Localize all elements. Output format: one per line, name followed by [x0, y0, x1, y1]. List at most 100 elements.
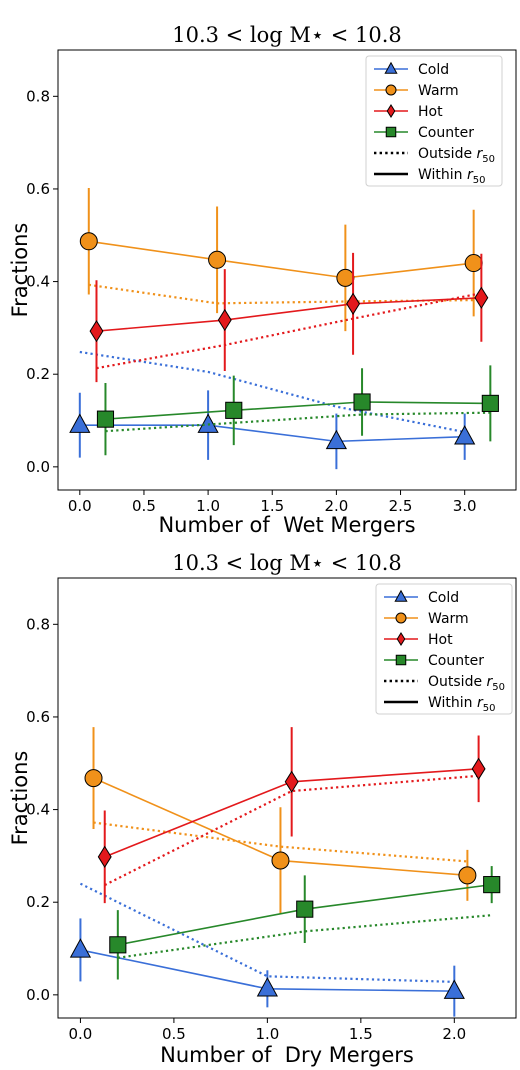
data-point-counter [96, 410, 115, 428]
series-line-outside-hot [96, 292, 482, 370]
data-point-counter [296, 900, 314, 918]
x-tick-label: 1.5 [260, 497, 284, 515]
legend: Cold Warm Hot Counter Outside r50 Within r50 [375, 583, 513, 715]
legend-label: Counter [418, 125, 474, 141]
x-tick-label: 0.5 [162, 1025, 186, 1043]
legend-marker-cold [384, 61, 398, 74]
x-tick-label: 2.5 [389, 497, 413, 515]
data-point-cold [454, 425, 476, 445]
x-tick-label: 2.0 [324, 497, 348, 515]
data-point-counter [225, 401, 243, 419]
y-tick-label: 0.6 [26, 708, 50, 726]
y-tick-label: 0.0 [26, 458, 50, 476]
series-line-outside-cold [79, 882, 455, 983]
legend: Cold Warm Hot Counter Outside r50 Within r50 [365, 55, 503, 187]
x-tick-label: 0.5 [132, 497, 156, 515]
legend-label: Hot [428, 632, 453, 648]
y-tick-label: 0.2 [26, 365, 50, 383]
x-tick-label: 1.0 [196, 497, 220, 515]
data-point-hot [471, 757, 486, 780]
series-line-outside-warm [93, 821, 468, 863]
y-tick-label: 0.2 [26, 893, 50, 911]
y-axis-label: Fractions [8, 223, 32, 318]
y-tick-label: 0.0 [26, 986, 50, 1004]
legend-marker-counter [385, 126, 397, 138]
legend-marker-hot [386, 104, 396, 118]
y-tick-label: 0.8 [26, 615, 50, 633]
data-point-cold [256, 977, 278, 997]
chart-title: 10.3 < log M⋆ < 10.8 [172, 551, 402, 575]
data-point-warm [84, 769, 103, 788]
x-tick-label: 1.0 [255, 1025, 279, 1043]
data-point-warm [458, 866, 477, 885]
legend-label: Within r50 [418, 167, 486, 186]
x-tick-label: 0.0 [68, 497, 92, 515]
data-point-counter [353, 393, 371, 411]
y-tick-label: 0.6 [26, 180, 50, 198]
data-point-warm [208, 250, 227, 269]
y-tick-label: 0.4 [26, 801, 50, 819]
data-point-hot [217, 308, 232, 332]
data-point-counter [109, 936, 127, 954]
data-point-hot [346, 292, 361, 315]
legend-label: Cold [418, 62, 449, 78]
x-tick-label: 2.0 [442, 1025, 466, 1043]
data-point-warm [464, 254, 483, 273]
x-tick-label: 3.0 [453, 497, 477, 515]
legend-label: Warm [428, 611, 469, 627]
data-point-counter [483, 876, 501, 894]
series-hot [89, 252, 489, 383]
data-point-hot [97, 845, 112, 868]
series-counter [96, 365, 499, 456]
series-cold [69, 350, 476, 470]
legend-marker-counter [395, 654, 407, 666]
legend-label: Outside r50 [428, 674, 505, 693]
series-warm [79, 188, 483, 332]
x-tick-label: 1.5 [349, 1025, 373, 1043]
chart-panel-2: 10.3 < log M⋆ < 10.8 0.0 0.5 1.0 1.5 2.0 0.0 0.… [8, 551, 517, 1067]
series-line-within-hot [96, 296, 482, 332]
axes-frame [57, 577, 517, 1019]
legend-label: Cold [428, 590, 459, 606]
data-point-cold [443, 979, 465, 999]
y-tick-label: 0.8 [26, 87, 50, 105]
legend-box [365, 55, 503, 187]
legend-box [375, 583, 513, 715]
legend-label: Outside r50 [418, 146, 495, 165]
series-line-within-warm [88, 240, 474, 279]
series-line-outside-cold [79, 350, 465, 434]
data-point-hot [284, 770, 299, 793]
legend-marker-cold [394, 589, 408, 602]
series-warm [84, 727, 477, 914]
chart-panel-1: 10.3 < log M⋆ < 10.8 0.0 0.5 1.0 1.5 2.0 2.5 3.… [8, 23, 517, 537]
plot-area [69, 188, 499, 470]
chart-title: 10.3 < log M⋆ < 10.8 [172, 23, 402, 47]
data-point-warm [271, 851, 290, 870]
data-point-cold [325, 429, 348, 450]
legend-marker-warm [385, 84, 397, 96]
series-line-outside-warm [88, 283, 474, 305]
legend-label: Counter [428, 653, 484, 669]
data-point-hot [89, 319, 104, 343]
data-point-warm [79, 232, 98, 251]
plot-area [69, 727, 501, 1017]
x-axis-label: Number of Wet Mergers [158, 513, 415, 537]
legend-label: Hot [418, 104, 443, 120]
data-point-counter [481, 394, 499, 412]
series-cold [69, 882, 465, 1017]
data-point-cold [69, 413, 91, 433]
y-tick-label: 0.4 [26, 273, 50, 291]
series-hot [97, 727, 486, 904]
axes-frame [57, 49, 517, 491]
y-axis-label: Fractions [8, 751, 32, 846]
x-axis-label: Number of Dry Mergers [160, 1043, 414, 1067]
legend-marker-warm [395, 612, 407, 624]
legend-label: Warm [418, 83, 459, 99]
x-tick-label: 0.0 [69, 1025, 93, 1043]
data-point-warm [336, 268, 355, 287]
series-counter [109, 866, 501, 980]
data-point-hot [474, 286, 489, 309]
legend-marker-hot [396, 632, 406, 646]
series-line-outside-counter [117, 914, 492, 959]
